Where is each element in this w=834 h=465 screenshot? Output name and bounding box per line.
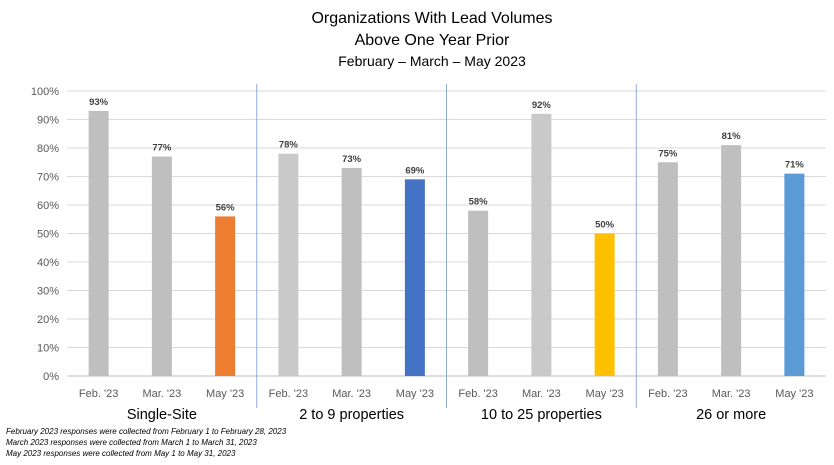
labels: 0% 10% 20% 30% 40% 50% 60% 70% 80% 90% 100% 93% Feb.… [31,86,814,423]
chart-title-line-2: Above One Year Prior [355,32,510,49]
y-tick-label: 0% [43,371,59,383]
bar [468,210,489,376]
chart-subtitle: February – March – May 2023 [338,53,526,69]
bar [784,173,805,376]
bar [594,233,615,376]
x-tick-label: May '23 [396,388,434,400]
y-tick-label: 80% [37,143,59,155]
data-label: 81% [722,131,742,142]
data-label: 93% [89,97,109,108]
group-label: 26 or more [696,407,766,423]
x-tick-label: Mar. '23 [712,388,751,400]
y-tick-label: 90% [37,115,59,127]
data-label: 77% [152,143,172,154]
bar [151,156,172,376]
data-label: 56% [216,202,236,213]
y-tick-label: 10% [37,343,59,355]
x-tick-label: May '23 [775,388,813,400]
x-tick-label: Feb. '23 [648,388,687,400]
data-label: 69% [405,165,425,176]
y-tick-label: 60% [37,200,59,212]
bar [341,167,362,376]
footnote-may: May 2023 responses were collected from M… [6,449,236,458]
data-label: 92% [532,100,552,111]
x-tick-label: Mar. '23 [142,388,181,400]
group-label: 10 to 25 properties [481,407,602,423]
bar [657,162,678,376]
x-tick-label: May '23 [206,388,244,400]
data-label: 50% [595,220,615,231]
bar [531,113,552,377]
x-tick-label: Feb. '23 [458,388,497,400]
footnote-feb: February 2023 responses were collected f… [6,427,287,436]
y-tick-label: 50% [37,229,59,241]
y-tick-label: 20% [37,314,59,326]
group-label: Single-Site [127,407,197,423]
group-separators [256,84,637,408]
data-label: 71% [785,160,805,171]
x-tick-label: Feb. '23 [269,388,308,400]
data-label: 73% [342,154,362,165]
bars [88,110,805,377]
y-tick-label: 100% [31,86,59,98]
bar [88,110,109,376]
data-label: 58% [469,197,489,208]
group-label: 2 to 9 properties [299,407,404,423]
data-label: 78% [279,140,299,151]
x-tick-label: Mar. '23 [332,388,371,400]
bar [721,145,742,376]
y-tick-label: 70% [37,172,59,184]
bar [215,216,236,376]
chart-title-line-1: Organizations With Lead Volumes [311,10,552,27]
y-tick-label: 30% [37,286,59,298]
bar [404,179,425,376]
footnotes: February 2023 responses were collected f… [6,426,286,459]
x-tick-label: Feb. '23 [79,388,118,400]
x-tick-label: May '23 [586,388,624,400]
bar [278,153,299,376]
data-label: 75% [658,148,678,159]
y-tick-label: 40% [37,257,59,269]
x-tick-label: Mar. '23 [522,388,561,400]
footnote-mar: March 2023 responses were collected from… [6,438,257,447]
